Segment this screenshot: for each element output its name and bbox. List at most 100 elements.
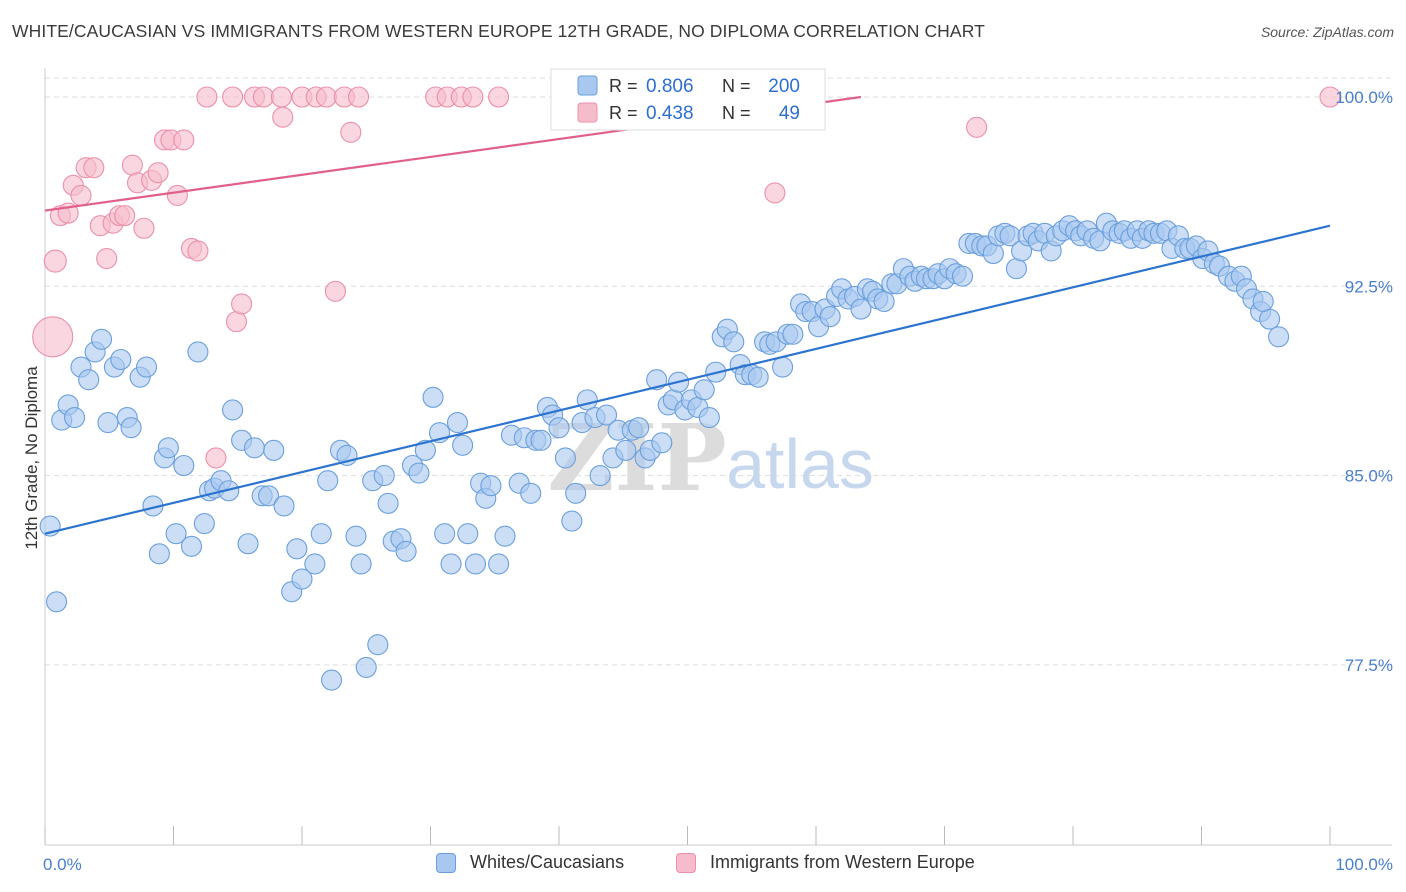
blue-point [595,404,618,426]
watermark-atlas: atlas [726,425,874,503]
blue-point [446,412,469,434]
blue-point [464,553,487,575]
blue-point [452,434,474,456]
blue-point [291,568,313,590]
y-tick-label-2: 92.5% [1345,277,1393,296]
stats-legend: R = 0.806 N = 200 R = 0.438 N = 49 [550,68,826,131]
blue-point [243,437,266,459]
pink-point [133,217,155,239]
blue-point [408,462,430,484]
blue-point [576,389,598,411]
blue-point [1005,258,1028,280]
x-tick-label-1: 100.0% [1335,855,1393,874]
pink-point [1319,86,1341,108]
pink-point [340,121,362,143]
pink-point [225,311,248,333]
blue-point [350,553,372,575]
blue-point [187,341,209,363]
blue-point [345,525,367,547]
pink-point [121,154,143,176]
blue-point [263,439,285,461]
blue-point [982,242,1004,265]
legend-label-immigrants: Immigrants from Western Europe [710,852,975,872]
stats-swatch-blue [577,75,598,96]
stats-r-label-2: R = [609,103,638,123]
legend-label-whites: Whites/Caucasians [470,852,625,872]
legend-swatch-pink [676,852,696,873]
y-tick-label-0: 77.5% [1345,656,1393,675]
blue-point [273,495,295,517]
blue-point [1259,308,1281,330]
blue-point [373,465,395,487]
blue-point [615,439,637,461]
blue-point [180,535,203,557]
blue-point [693,379,715,401]
blue-point [440,553,462,575]
pink-point [166,184,188,206]
pink-point [205,447,227,469]
stats-n-value-2: 49 [779,103,800,124]
blue-point [1268,326,1290,348]
blue-point [561,510,583,532]
blue-point [723,331,745,353]
blue-point [304,553,326,575]
source-label: Source: ZipAtlas.com [1260,24,1394,40]
pink-point [187,240,209,262]
trend-line-whites [44,224,1331,535]
blue-point [414,439,436,461]
pink-point [315,86,337,108]
legend-item-immigrants[interactable]: Immigrants from Western Europe [676,852,975,873]
blue-point [90,328,113,350]
blue-point [46,591,68,613]
blue-point [367,634,389,656]
y-tick-label-1: 85.0% [1345,467,1393,486]
blue-point [222,399,244,421]
pink-point [231,293,253,315]
blue-point [237,533,259,555]
blue-point [321,669,343,691]
blue-point [120,417,142,439]
blue-point [310,523,332,545]
pink-point [83,157,105,179]
blue-point [494,525,516,547]
blue-point [165,523,187,545]
blue-point [1252,290,1274,312]
blue-point [157,437,179,459]
stats-r-value-1: 0.806 [646,76,694,97]
stats-n-label-1: N = [722,76,751,96]
stats-swatch-pink [577,102,598,123]
stats-n-label-2: N = [722,103,751,123]
pink-point [347,86,370,108]
pink-point [272,106,294,128]
blue-point [850,298,872,320]
blue-point [64,406,86,429]
blue-point [554,447,576,469]
pink-point [43,249,67,273]
y-tick-label-3: 100.0% [1335,88,1393,107]
blue-point [97,412,119,434]
blue-point [873,290,895,312]
stats-r-label-1: R = [609,76,638,96]
pink-point [32,316,74,358]
pink-point [96,247,118,270]
blue-point [548,417,570,439]
blue-point [286,538,308,560]
blue-point [110,348,132,371]
pink-point [324,280,346,302]
legend-item-whites[interactable]: Whites/Caucasians [436,852,624,873]
pink-point [173,129,195,151]
blue-point [395,540,417,562]
pink-point [966,116,988,138]
blue-point [78,369,100,391]
chart-title: WHITE/CAUCASIAN VS IMMIGRANTS FROM WESTE… [12,21,985,41]
blue-point [819,306,841,328]
pink-point [70,184,92,206]
blue-point [520,482,542,504]
series-immigrants-western-europe [32,86,1341,469]
y-tick-labels: 77.5% 85.0% 92.5% 100.0% [1335,88,1393,675]
pink-point [764,182,786,204]
blue-point [317,470,339,492]
blue-point [772,356,794,378]
axes [44,68,1392,846]
